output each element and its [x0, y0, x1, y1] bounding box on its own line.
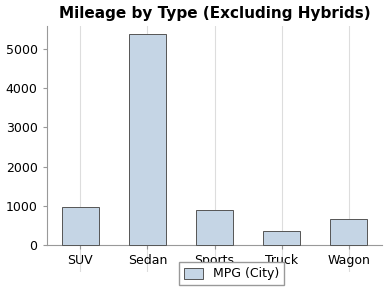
Title: Mileage by Type (Excluding Hybrids): Mileage by Type (Excluding Hybrids) — [59, 6, 370, 21]
Bar — [129, 34, 166, 245]
Bar — [263, 231, 300, 245]
Legend: MPG (City): MPG (City) — [179, 263, 284, 285]
Bar — [62, 207, 99, 245]
X-axis label: Type: Type — [199, 272, 230, 286]
Bar — [330, 219, 367, 245]
Bar — [196, 210, 233, 245]
